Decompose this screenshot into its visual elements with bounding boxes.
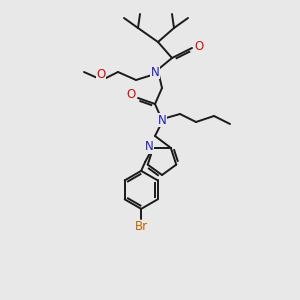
Text: O: O — [126, 88, 136, 101]
Text: N: N — [145, 140, 154, 153]
Text: O: O — [96, 68, 106, 80]
Text: O: O — [194, 40, 204, 52]
Text: Br: Br — [135, 220, 148, 233]
Text: N: N — [158, 113, 166, 127]
Text: N: N — [151, 65, 159, 79]
